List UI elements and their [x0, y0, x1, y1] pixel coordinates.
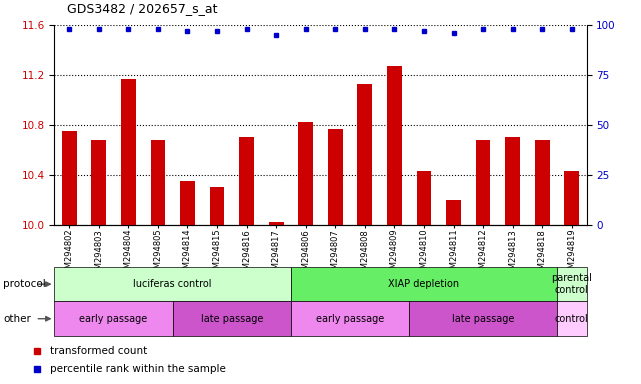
Bar: [62, 131, 77, 225]
Bar: [92, 140, 106, 225]
Text: control: control: [555, 314, 588, 324]
Bar: [239, 137, 254, 225]
Bar: [557, 301, 587, 336]
Bar: [298, 122, 313, 225]
Bar: [417, 171, 431, 225]
Text: transformed count: transformed count: [50, 346, 147, 356]
Bar: [535, 140, 549, 225]
Text: GDS3482 / 202657_s_at: GDS3482 / 202657_s_at: [67, 2, 218, 15]
Bar: [172, 301, 291, 336]
Bar: [210, 187, 224, 225]
Text: protocol: protocol: [3, 279, 46, 289]
Text: parental
control: parental control: [551, 273, 592, 295]
Text: late passage: late passage: [201, 314, 263, 324]
Bar: [328, 129, 343, 225]
Bar: [269, 222, 283, 225]
Bar: [387, 66, 402, 225]
Bar: [54, 267, 291, 301]
Bar: [54, 301, 172, 336]
Text: XIAP depletion: XIAP depletion: [388, 279, 460, 289]
Bar: [358, 84, 372, 225]
Text: early passage: early passage: [79, 314, 147, 324]
Bar: [557, 267, 587, 301]
Bar: [409, 301, 557, 336]
Text: early passage: early passage: [316, 314, 384, 324]
Bar: [476, 140, 490, 225]
Bar: [505, 137, 520, 225]
Bar: [564, 171, 579, 225]
Text: late passage: late passage: [452, 314, 514, 324]
Bar: [121, 79, 136, 225]
Text: percentile rank within the sample: percentile rank within the sample: [50, 364, 226, 374]
Text: luciferas control: luciferas control: [133, 279, 212, 289]
Bar: [151, 140, 165, 225]
Text: other: other: [3, 314, 31, 324]
Bar: [291, 267, 557, 301]
Bar: [180, 181, 195, 225]
Bar: [446, 200, 461, 225]
Bar: [291, 301, 409, 336]
